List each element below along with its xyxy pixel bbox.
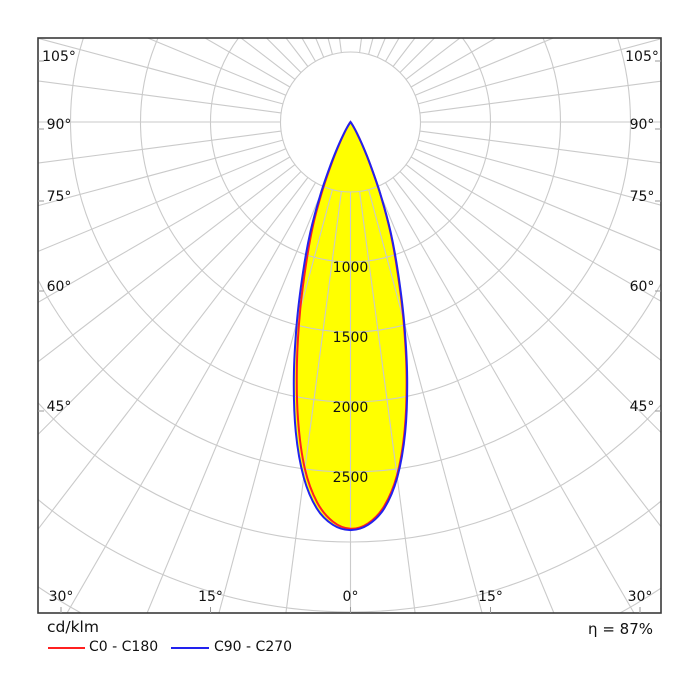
angle-label-left: 45° [47, 399, 72, 415]
angle-label-bottom: 15° [478, 589, 503, 605]
angle-label-right: 90° [630, 117, 655, 133]
angle-label-bottom: 0° [343, 589, 359, 605]
curve-c90-c270 [292, 120, 409, 532]
units-label: cd/klm [47, 618, 99, 636]
legend-line-c90-c270 [171, 647, 209, 649]
angle-label-bottom: 30° [628, 589, 653, 605]
chart-labels: 1000 1500 2000 2500 105° 90° 75° 60° 45° 105° 90° 7… [42, 49, 659, 605]
legend-label-c90-c270: C90 - C270 [214, 639, 293, 655]
efficiency-label: η = 87% [588, 620, 653, 638]
angle-label-left: 105° [42, 49, 76, 65]
ring-value-label: 2000 [333, 400, 369, 416]
angle-label-right: 105° [625, 49, 659, 65]
angle-label-left: 90° [47, 117, 72, 133]
ring-value-label: 1500 [333, 330, 369, 346]
intensity-curves [292, 120, 409, 532]
angle-label-left: 60° [47, 279, 72, 295]
angle-label-bottom: 30° [49, 589, 74, 605]
angle-label-right: 60° [630, 279, 655, 295]
plot-border [37, 37, 662, 614]
legend-line-c0-c180 [48, 647, 85, 649]
angle-ticks [38, 60, 661, 613]
angle-label-bottom: 15° [198, 589, 223, 605]
legend-label-c0-c180: C0 - C180 [89, 639, 159, 655]
angle-label-left: 75° [47, 189, 72, 205]
ring-value-label: 1000 [333, 260, 369, 276]
angle-label-right: 75° [630, 189, 655, 205]
angle-label-right: 45° [630, 399, 655, 415]
ring-value-label: 2500 [333, 470, 369, 486]
